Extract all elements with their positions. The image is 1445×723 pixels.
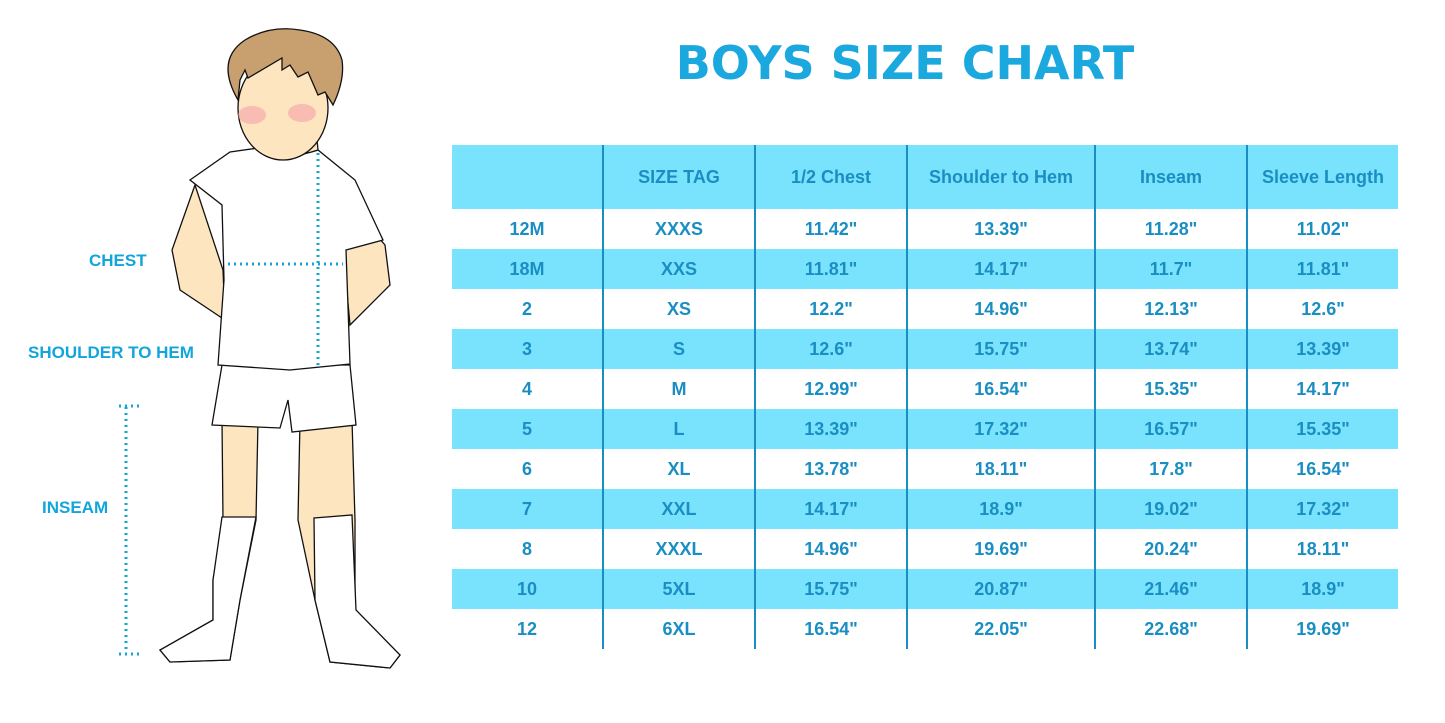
shoulder-to-hem-label: SHOULDER TO HEM [28,343,194,362]
table-cell: 16.57" [1094,409,1247,449]
left-sock [159,516,257,663]
table-cell: 17.32" [906,409,1095,449]
age-cell: 2 [521,298,532,319]
table-row: 2 XS 12.2" 14.96" 12.13" 12.6" [452,289,1398,329]
table-row: 10 5XL 15.75" 20.87" 21.46" 18.9" [452,569,1398,609]
table-cell: 15.35" [1094,369,1247,409]
age-cell: 18M [452,249,603,289]
table-cell: 15.75" [754,569,907,609]
table-cell: 20.87" [906,569,1095,609]
table-cell: 13.74" [1094,329,1247,369]
size-table: SIZE TAG 1/2 Chest Shoulder to Hem Inseam Sl… [452,145,1398,649]
table-cell: S [602,329,755,369]
shorts [211,364,357,433]
boy-illustration [119,28,401,669]
table-cell: 15.35" [1246,409,1398,449]
table-cell: 14.96" [906,289,1095,329]
table-cell: 12.99" [754,369,907,409]
table-row: 3 S 12.6" 15.75" 13.74" 13.39" [452,329,1398,369]
table-cell: XXXS [602,209,755,249]
table-cell: 18.11" [1246,529,1398,569]
column-header: Shoulder to Hem [906,145,1095,209]
table-cell: 12.2" [754,289,907,329]
table-row: 4 M 12.99" 16.54" 15.35" 14.17" [452,369,1398,409]
table-cell: 6XL [602,609,755,649]
table-cell: 14.96" [754,529,907,569]
table-cell: 14.17" [754,489,907,529]
age-cell: 5 [452,409,603,449]
table-cell: XXL [602,489,755,529]
table-cell: 13.39" [754,409,907,449]
table-row: 5 L 13.39" 17.32" 16.57" 15.35" [452,409,1398,449]
table-cell: 11.7" [1094,249,1247,289]
age-cell: 12 [516,618,538,639]
page-title: BOYS SIZE CHART [675,36,1135,90]
age-cell: 7 [452,489,603,529]
table-row: 18M XXS 11.81" 14.17" 11.7" 11.81" [452,249,1398,289]
table-cell: XL [602,449,755,489]
table-cell: 18.9" [906,489,1095,529]
column-header [452,145,603,209]
table-cell: 21.46" [1094,569,1247,609]
table-row: 6 XL 13.78" 18.11" 17.8" 16.54" [452,449,1398,489]
table-cell: M [602,369,755,409]
table-row: 7 XXL 14.17" 18.9" 19.02" 17.32" [452,489,1398,529]
table-cell: 18.11" [906,449,1095,489]
age-cell: 4 [521,378,532,399]
table-cell: 16.54" [906,369,1095,409]
table-cell: 17.8" [1094,449,1247,489]
table-cell: XXXL [602,529,755,569]
column-header: SIZE TAG [602,145,755,209]
table-cell: 14.17" [1246,369,1398,409]
table-cell: 17.32" [1246,489,1398,529]
age-cell: 12M [509,218,545,239]
table-cell: 18.9" [1246,569,1398,609]
age-cell: 10 [452,569,603,609]
table-cell: 11.81" [1246,249,1398,289]
chest-label: CHEST [89,251,147,270]
shirt [188,147,384,371]
column-header: 1/2 Chest [754,145,907,209]
table-cell: 13.78" [754,449,907,489]
table-cell: 13.39" [1246,329,1398,369]
table-cell: 16.54" [754,609,907,649]
table-cell: 15.75" [906,329,1095,369]
table-cell: 12.13" [1094,289,1247,329]
right-sock [313,514,401,669]
table-cell: 19.69" [1246,609,1398,649]
age-cell: 3 [452,329,603,369]
table-row: 8 XXXL 14.96" 19.69" 20.24" 18.11" [452,529,1398,569]
column-header: Inseam [1094,145,1247,209]
table-row: 12 6XL 16.54" 22.05" 22.68" 19.69" [452,609,1398,649]
table-cell: 22.68" [1094,609,1247,649]
table-cell: 16.54" [1246,449,1398,489]
table-cell: 11.42" [754,209,907,249]
age-cell: 6 [521,458,532,479]
inseam-label: INSEAM [42,498,109,517]
table-cell: 22.05" [906,609,1095,649]
table-cell: 12.6" [1246,289,1398,329]
table-cell: 19.02" [1094,489,1247,529]
table-cell: XXS [602,249,755,289]
table-cell: 11.81" [754,249,907,289]
table-cell: L [602,409,755,449]
table-cell: 13.39" [906,209,1095,249]
table-row: 12M XXXS 11.42" 13.39" 11.28" 11.02" [452,209,1398,249]
table-cell: 12.6" [754,329,907,369]
table-cell: 11.02" [1246,209,1398,249]
table-cell: XS [602,289,755,329]
column-header: Sleeve Length [1246,145,1398,209]
age-cell: 8 [521,538,532,559]
table-cell: 20.24" [1094,529,1247,569]
table-cell: 14.17" [906,249,1095,289]
table-header-row: SIZE TAG 1/2 Chest Shoulder to Hem Inseam Sl… [452,145,1398,209]
table-cell: 19.69" [906,529,1095,569]
table-cell: 11.28" [1094,209,1247,249]
table-cell: 5XL [602,569,755,609]
